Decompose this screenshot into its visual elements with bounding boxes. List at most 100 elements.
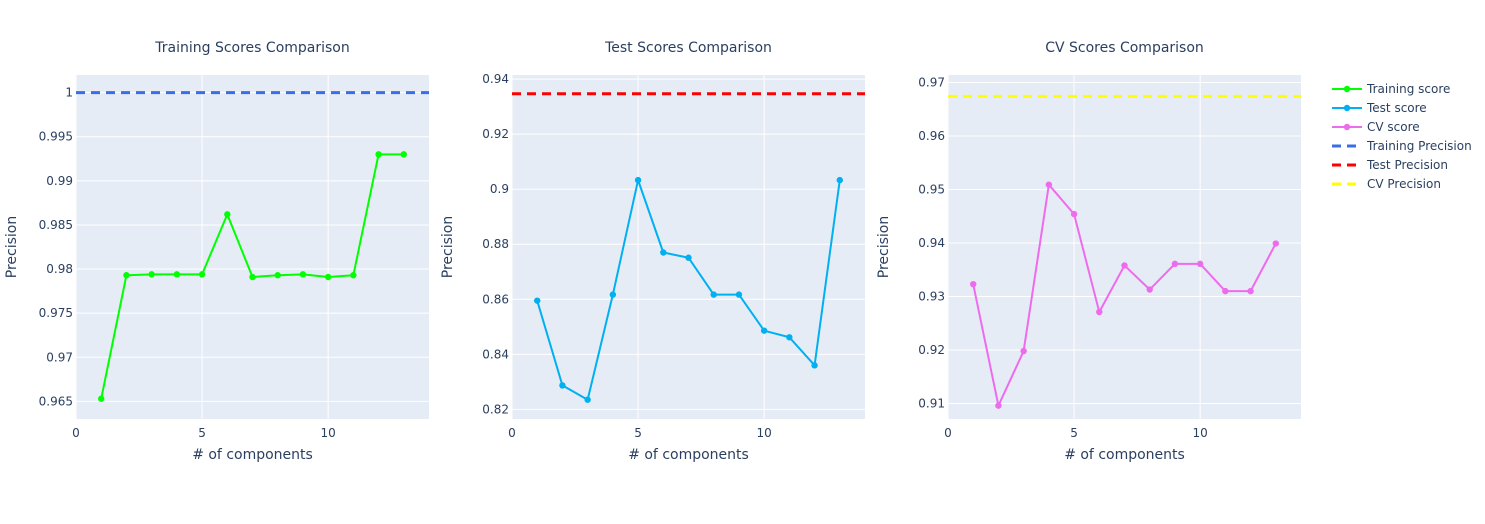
data-point[interactable]: [970, 280, 977, 288]
chart-title: Test Scores Comparison: [604, 40, 772, 56]
data-point[interactable]: [1096, 308, 1103, 316]
data-point[interactable]: [224, 211, 231, 218]
y-axis-title: Precision: [440, 216, 456, 278]
y-tick-label: 0.95: [918, 182, 945, 196]
legend-item[interactable]: CV score: [1332, 120, 1420, 134]
y-tick-label: 0.88: [482, 237, 509, 251]
y-tick-label: 0.94: [482, 72, 509, 86]
data-point[interactable]: [400, 151, 407, 158]
x-tick-label: 0: [944, 426, 952, 440]
y-tick-label: 0.93: [918, 289, 945, 303]
data-point[interactable]: [1070, 210, 1078, 218]
data-point[interactable]: [350, 272, 357, 279]
legend-marker: [1343, 123, 1351, 131]
x-tick-label: 5: [1070, 426, 1078, 440]
legend-item[interactable]: Training Precision: [1332, 139, 1472, 153]
x-tick-label: 5: [634, 426, 642, 440]
data-point[interactable]: [735, 291, 743, 298]
data-point[interactable]: [559, 382, 566, 389]
data-point[interactable]: [836, 176, 843, 184]
data-point[interactable]: [324, 273, 332, 281]
y-tick-label: 0.975: [39, 306, 73, 320]
data-point[interactable]: [1272, 240, 1279, 247]
y-tick-label: 0.82: [482, 402, 509, 416]
data-point[interactable]: [1222, 287, 1229, 295]
x-tick-label: 10: [321, 426, 336, 440]
plot-background: [948, 75, 1301, 419]
data-point[interactable]: [198, 271, 206, 278]
y-tick-label: 0.94: [918, 236, 945, 250]
y-tick-label: 0.98: [46, 262, 73, 276]
y-tick-label: 0.965: [39, 394, 73, 408]
y-tick-label: 1: [65, 86, 73, 100]
data-point[interactable]: [811, 362, 818, 369]
x-axis-title: # of components: [192, 447, 313, 463]
data-point[interactable]: [584, 396, 591, 403]
x-tick-label: 0: [508, 426, 516, 440]
data-point[interactable]: [123, 272, 130, 279]
legend-label: CV score: [1367, 120, 1420, 134]
y-tick-label: 0.84: [482, 347, 509, 361]
plot-background: [512, 75, 865, 419]
data-point[interactable]: [760, 327, 768, 334]
data-point[interactable]: [1045, 181, 1053, 188]
y-tick-label: 0.96: [918, 129, 945, 143]
y-tick-label: 0.91: [918, 396, 945, 410]
data-point[interactable]: [1020, 347, 1027, 355]
data-point[interactable]: [173, 271, 181, 278]
data-point[interactable]: [299, 271, 307, 278]
x-axis-title: # of components: [628, 447, 749, 463]
legend-label: Test score: [1366, 101, 1427, 115]
chart-title: Training Scores Comparison: [154, 40, 349, 56]
data-point[interactable]: [534, 297, 541, 304]
y-tick-label: 0.92: [482, 127, 509, 141]
data-point[interactable]: [1171, 260, 1179, 268]
x-axis-title: # of components: [1064, 447, 1185, 463]
y-tick-label: 0.86: [482, 292, 509, 306]
y-tick-label: 0.995: [39, 130, 73, 144]
legend-item[interactable]: Test score: [1332, 101, 1427, 115]
x-tick-label: 5: [198, 426, 206, 440]
data-point[interactable]: [685, 254, 692, 261]
legend-label: CV Precision: [1367, 177, 1441, 191]
data-point[interactable]: [786, 334, 793, 341]
data-point[interactable]: [710, 291, 717, 298]
data-point[interactable]: [609, 291, 617, 298]
plot-background: [76, 75, 429, 419]
data-point[interactable]: [1196, 260, 1204, 268]
y-axis-title: Precision: [876, 216, 892, 278]
x-tick-label: 0: [72, 426, 80, 440]
chart-panel-2: 0 5 10 0.82 0.84 0.86 0.88 0.9 0.92 0.94 Test Scor…: [440, 40, 865, 463]
chart-panel-3: 0 5 10 0.91 0.92 0.93 0.94 0.95 0.96 0.97 CV Score…: [876, 40, 1301, 463]
data-point[interactable]: [660, 249, 667, 256]
y-tick-label: 0.9: [490, 182, 509, 196]
data-point[interactable]: [1146, 286, 1153, 293]
data-point[interactable]: [274, 272, 281, 279]
y-tick-label: 0.985: [39, 218, 73, 232]
data-point[interactable]: [249, 273, 256, 281]
data-point[interactable]: [1121, 262, 1128, 269]
chart-panel-1: 0 5 10 0.965 0.97 0.975 0.98 0.985 0.99 0.995 1 Tra…: [4, 40, 429, 463]
legend-item[interactable]: CV Precision: [1332, 177, 1441, 191]
charts-layer: 0 5 100.9650.970.9750.980.9850.990.9951Tra…: [4, 40, 1301, 463]
data-point[interactable]: [375, 151, 382, 158]
y-tick-label: 0.92: [918, 343, 945, 357]
y-tick-label: 0.97: [918, 75, 945, 89]
legend-item[interactable]: Test Precision: [1332, 158, 1448, 172]
y-axis-title: Precision: [4, 216, 20, 278]
data-point[interactable]: [995, 402, 1002, 409]
legend-marker: [1343, 104, 1351, 112]
legend-item[interactable]: Training score: [1332, 82, 1450, 96]
legend-label: Test Precision: [1366, 158, 1448, 172]
data-point[interactable]: [1247, 287, 1254, 295]
legend-label: Training score: [1366, 82, 1450, 96]
legend[interactable]: Training score Test score CV score Training…: [1332, 82, 1472, 191]
y-tick-label: 0.97: [46, 350, 73, 364]
data-point[interactable]: [98, 395, 105, 402]
x-tick-label: 10: [1193, 426, 1208, 440]
legend-marker: [1343, 85, 1351, 93]
data-point[interactable]: [148, 271, 155, 278]
chart-title: CV Scores Comparison: [1045, 40, 1204, 56]
data-point[interactable]: [634, 176, 642, 184]
